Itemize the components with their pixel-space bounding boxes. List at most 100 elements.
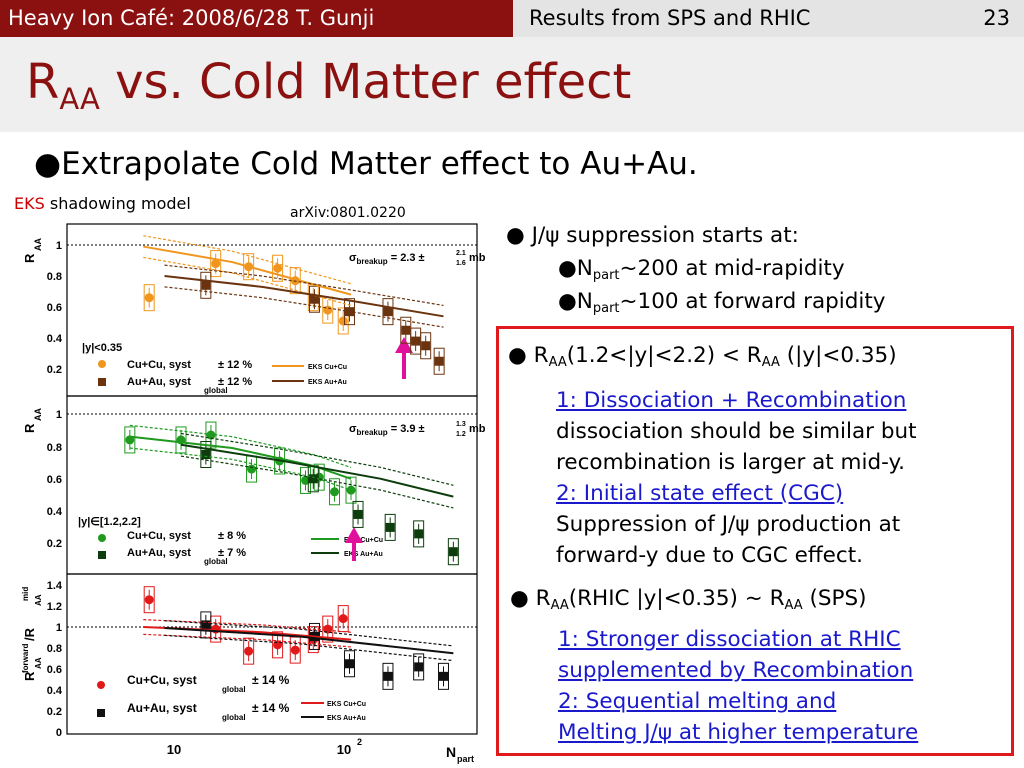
text-cgc: forward-y due to CGC effect.: [556, 543, 863, 568]
svg-text:1: 1: [56, 409, 62, 421]
x-axis-label: N: [446, 744, 456, 760]
svg-text:1: 1: [56, 622, 62, 634]
panel-1-eks-band-3-1: [164, 286, 444, 328]
slide-title: RAA vs. Cold Matter effect: [26, 54, 632, 116]
panel-2-yticks: 1 0.8 0.6 0.4 0.2: [47, 409, 63, 550]
panel-2-legend-cu-marker: [98, 534, 106, 542]
panel-3-cu-point: [290, 645, 300, 655]
panel-1-au-point: [401, 325, 411, 335]
svg-text:1.2: 1.2: [456, 431, 466, 438]
svg-text:/R: /R: [22, 627, 37, 641]
panel-1-eks-band-2-1: [143, 256, 352, 307]
svg-text:0.4: 0.4: [47, 506, 63, 518]
panel-3-syst-box: [243, 637, 255, 665]
text-suppression: Suppression of J/ψ production at: [556, 512, 901, 537]
svg-text:0: 0: [56, 727, 62, 739]
panel-1-syst-box: [143, 284, 155, 312]
svg-text:AA: AA: [34, 657, 43, 669]
panel-2-au-point: [308, 474, 318, 484]
bullet-forward-rapidity: ●Npart~100 at forward rapidity: [558, 289, 886, 316]
svg-text:EKS Au+Au: EKS Au+Au: [327, 715, 366, 722]
header-author: Heavy Ion Café: 2008/6/28 T. Gunji: [0, 0, 513, 37]
panel-3-yticks: 1.4 1.2 1 0.8 0.6 0.4 0.2 0: [47, 580, 63, 739]
svg-text:0.8: 0.8: [47, 271, 62, 283]
svg-text:EKS Cu+Cu: EKS Cu+Cu: [308, 364, 347, 371]
svg-text:Cu+Cu, syst: Cu+Cu, syst: [127, 530, 191, 542]
svg-text:global: global: [204, 557, 228, 566]
panel-1-syst-box: [337, 307, 349, 335]
panel-3-legend-au-marker: [97, 709, 105, 717]
svg-text:± 14 %: ± 14 %: [252, 701, 290, 715]
svg-text:EKS Au+Au: EKS Au+Au: [308, 379, 347, 386]
panel-3-eks-band-3-0: [164, 620, 454, 647]
svg-text:EKS Cu+Cu: EKS Cu+Cu: [344, 537, 383, 544]
panel-2-eks-band-3-0: [180, 432, 454, 486]
panel-1-syst-box: [309, 285, 321, 313]
panel-1-legend-au-marker: [98, 378, 106, 386]
svg-text:0.4: 0.4: [47, 685, 63, 697]
bullet-raa-compare: ● RAA(1.2<|y|<2.2) < RAA (|y|<0.35): [508, 343, 897, 370]
svg-text:0.6: 0.6: [47, 302, 62, 314]
panel-2-au-point: [201, 450, 211, 459]
svg-text:1.4: 1.4: [47, 580, 63, 592]
data-layer: [124, 235, 459, 690]
svg-text:AA: AA: [33, 408, 43, 421]
panel-1-cu-point: [273, 263, 283, 273]
bullet-rhic-sps: ● RAA(RHIC |y|<0.35) ~ RAA (SPS): [510, 586, 867, 613]
link-supplemented[interactable]: supplemented by Recombination: [558, 658, 914, 683]
panel-2-syst-box: [124, 426, 136, 454]
panel-1-eks-line-2: [143, 245, 352, 296]
eks-label: EKS shadowing model: [14, 194, 191, 213]
panel-1-au-point: [411, 336, 421, 346]
svg-text:Cu+Cu, syst: Cu+Cu, syst: [127, 359, 191, 371]
panel-3-au-point: [345, 659, 355, 669]
x-tick-100: 10: [337, 742, 351, 757]
panel-3-cu-point: [338, 614, 348, 624]
panel-3-cu-point: [144, 595, 154, 605]
panel-1-cu-point: [144, 293, 154, 303]
svg-text:± 14 %: ± 14 %: [252, 673, 290, 687]
panel-1-eks-line-3: [164, 275, 444, 318]
panel-2-rapidity: |y|∈[1.2,2.2]: [78, 516, 141, 528]
svg-text:forward: forward: [21, 644, 30, 673]
panel-2-sigma: σbreakup = 3.9 ±: [349, 423, 425, 437]
header-section-box: Results from SPS and RHIC 23: [513, 0, 1024, 37]
panel-3-legend-cu-marker: [97, 681, 105, 689]
panel-1-eks-band-3-0: [164, 264, 444, 307]
panel-1-syst-box: [272, 254, 284, 282]
bullet-dot-icon: ●: [508, 343, 534, 368]
link-initial-state[interactable]: 2: Initial state effect (CGC): [556, 481, 844, 506]
panel-2-syst-box: [200, 441, 212, 468]
svg-text:global: global: [222, 685, 246, 694]
svg-text:± 12 %: ± 12 %: [218, 376, 252, 388]
panel-3-syst-box: [143, 586, 155, 614]
panel-3-syst-box: [272, 631, 284, 659]
svg-text:0.6: 0.6: [47, 474, 62, 486]
panel-2-eks-line-2: [129, 435, 352, 480]
svg-text:2.1: 2.1: [456, 250, 466, 257]
svg-text:0.6: 0.6: [47, 664, 62, 676]
arrow-mid-icon: [395, 337, 413, 379]
link-dissociation[interactable]: 1: Dissociation + Recombination: [556, 388, 907, 413]
svg-text:mid: mid: [21, 587, 30, 601]
svg-text:part: part: [457, 754, 474, 764]
link-melting[interactable]: Melting J/ψ at higher temperature: [558, 720, 919, 745]
panel-2-eks-band-2-1: [129, 447, 352, 491]
raa-figure: R AA R AA R forward AA /R mid AA 1 0.8 0…: [21, 223, 486, 764]
panel-1-syst-box: [210, 250, 222, 278]
panel-3-au-point: [414, 662, 424, 672]
svg-text:1: 1: [56, 240, 62, 252]
text-recombination: recombination is larger at mid-y.: [556, 450, 905, 475]
bullet-dot-icon: ●: [558, 256, 577, 281]
panel-3-syst-box: [322, 615, 334, 643]
svg-text:EKS Au+Au: EKS Au+Au: [344, 551, 383, 558]
panel-2-syst-box: [447, 538, 459, 566]
panel-1-ylabel: R: [22, 253, 37, 263]
link-sequential[interactable]: 2: Sequential melting and: [558, 689, 837, 714]
link-stronger-dissociation[interactable]: 1: Stronger dissociation at RHIC: [558, 627, 901, 652]
panel-3-au-point: [438, 671, 448, 681]
svg-text:0.2: 0.2: [47, 706, 62, 718]
bullet-mid-rapidity: ●Npart~200 at mid-rapidity: [558, 256, 845, 283]
panel-1-au-point: [383, 307, 393, 317]
svg-text:0.2: 0.2: [47, 364, 62, 376]
